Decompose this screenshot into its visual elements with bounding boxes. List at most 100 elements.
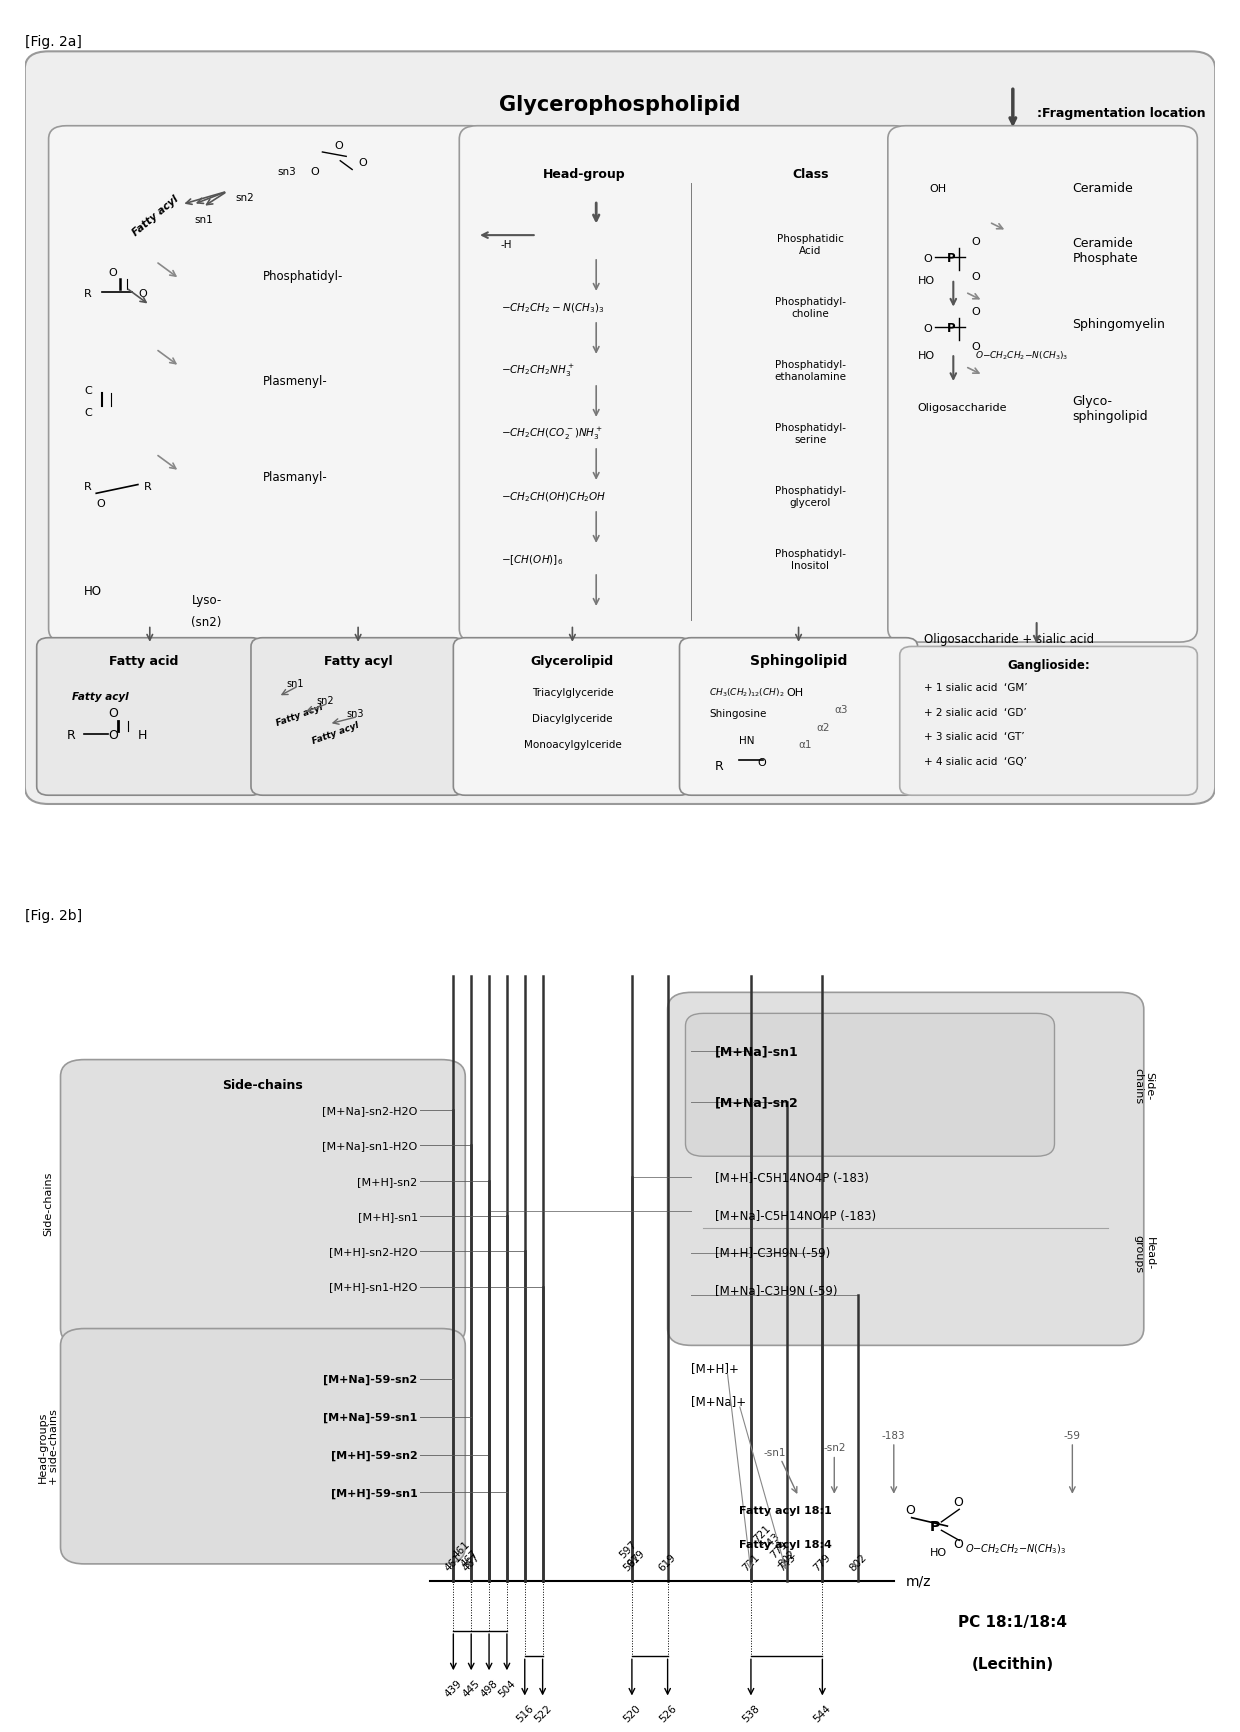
Text: 544: 544 [812,1703,833,1723]
Text: 467: 467 [460,1552,482,1573]
Text: Phosphatidyl-
ethanolamine: Phosphatidyl- ethanolamine [775,360,847,381]
Text: -H: -H [501,239,512,249]
Text: 461: 461 [443,1552,464,1573]
Text: Head-
groups: Head- groups [1133,1235,1154,1273]
Text: (sn2): (sn2) [191,615,222,629]
Text: Phosphatidyl-
Inositol: Phosphatidyl- Inositol [775,549,846,570]
Text: HO: HO [930,1548,946,1557]
Text: Side-
chains: Side- chains [1133,1067,1154,1103]
Text: HN: HN [739,736,754,745]
Text: Ceramide
Phosphate: Ceramide Phosphate [1073,237,1138,265]
Text: + 1 sialic acid  ‘GM’: + 1 sialic acid ‘GM’ [924,682,1027,693]
Text: O: O [971,341,980,352]
Text: $-CH_2CH(OH)CH_2OH$: $-CH_2CH(OH)CH_2OH$ [501,490,606,504]
Text: [M+H]-sn1-H2O: [M+H]-sn1-H2O [330,1282,418,1292]
Text: Fatty acyl 18:4: Fatty acyl 18:4 [739,1540,832,1548]
Text: R: R [715,760,724,772]
Text: 619: 619 [657,1552,678,1573]
Text: R: R [67,729,76,741]
Text: α1: α1 [799,740,812,750]
Text: [M+H]-C3H9N (-59): [M+H]-C3H9N (-59) [715,1247,831,1259]
FancyBboxPatch shape [37,639,263,795]
Text: 743: 743 [776,1552,797,1573]
Text: O: O [971,307,980,317]
Text: $O{-}CH_2CH_2{-}N(CH_3)_3$: $O{-}CH_2CH_2{-}N(CH_3)_3$ [965,1541,1066,1555]
Text: O: O [108,707,118,721]
Text: 439: 439 [443,1677,464,1699]
Text: $-CH_2CH_2NH_3^+$: $-CH_2CH_2NH_3^+$ [501,362,574,379]
Text: α2: α2 [816,722,830,733]
Text: + 2 sialic acid  ‘GD’: + 2 sialic acid ‘GD’ [924,707,1027,717]
Text: Side-chains: Side-chains [222,1079,304,1091]
Text: H: H [138,729,148,741]
Text: 520: 520 [621,1703,642,1723]
Text: Oligosaccharide: Oligosaccharide [918,404,1007,412]
FancyBboxPatch shape [900,648,1198,795]
Text: O: O [97,499,105,509]
Text: Fatty acyl: Fatty acyl [72,691,129,701]
Text: Fatty acid: Fatty acid [109,655,179,667]
Text: [M+H]-sn2-H2O: [M+H]-sn2-H2O [329,1247,418,1256]
Text: sn1: sn1 [286,679,304,688]
Text: 516: 516 [515,1703,536,1723]
FancyBboxPatch shape [61,1328,465,1564]
Text: 802: 802 [848,1552,868,1573]
Text: O: O [924,324,932,334]
Text: Diacylglyceride: Diacylglyceride [532,714,613,724]
Text: Head-group: Head-group [543,168,626,182]
Text: Sphingolipid: Sphingolipid [750,653,847,667]
Text: sn1: sn1 [193,215,213,225]
Text: Plasmenyl-: Plasmenyl- [263,374,327,388]
Text: [M+Na]-sn1-H2O: [M+Na]-sn1-H2O [322,1141,418,1150]
Text: $-CH_2CH_2-N(CH_3)_3$: $-CH_2CH_2-N(CH_3)_3$ [501,301,604,315]
Text: -sn1: -sn1 [764,1446,786,1457]
Text: [M+H]-sn1: [M+H]-sn1 [357,1211,418,1221]
FancyBboxPatch shape [667,992,1143,1346]
Text: P: P [947,253,956,265]
FancyBboxPatch shape [686,1013,1054,1157]
Text: Phosphatidyl-: Phosphatidyl- [263,270,343,282]
Text: -59: -59 [1064,1431,1081,1439]
Text: Oligosaccharide + sialic acid: Oligosaccharide + sialic acid [924,632,1094,646]
Text: [M+Na]-C3H9N (-59): [M+Na]-C3H9N (-59) [715,1285,838,1297]
Text: O: O [924,255,932,265]
Text: [M+Na]+: [M+Na]+ [692,1394,746,1408]
Text: 445: 445 [460,1677,482,1699]
Text: O: O [108,267,117,277]
Text: Monoacylgylceride: Monoacylgylceride [523,740,621,750]
Text: O: O [335,140,343,151]
Text: Fatty acyl 18:1: Fatty acyl 18:1 [739,1505,832,1516]
Text: Class: Class [792,168,828,182]
Text: Ganglioside:: Ganglioside: [1007,658,1090,672]
Text: [M+Na]-sn2-H2O: [M+Na]-sn2-H2O [322,1105,418,1115]
Text: OH: OH [786,688,804,698]
Text: Shingosine: Shingosine [709,708,766,719]
Text: C: C [84,407,92,417]
Text: -sn2: -sn2 [823,1443,846,1453]
Text: Fatty acyl: Fatty acyl [324,655,392,667]
Text: 721
743
779
802: 721 743 779 802 [751,1522,797,1567]
Text: C: C [84,386,92,395]
Text: Fatty acyl: Fatty acyl [131,194,181,237]
Text: P: P [930,1519,940,1533]
Text: sn2: sn2 [316,696,334,707]
Text: [M+H]-C5H14NO4P (-183): [M+H]-C5H14NO4P (-183) [715,1171,869,1185]
Text: α3: α3 [835,705,848,715]
Text: O: O [310,166,319,177]
Text: sn3: sn3 [278,166,296,177]
Text: Glycerophospholipid: Glycerophospholipid [500,95,740,114]
Text: O: O [971,237,980,246]
Text: HO: HO [918,350,935,360]
Text: [M+H]-59-sn1: [M+H]-59-sn1 [331,1488,418,1498]
Text: 498: 498 [479,1677,500,1699]
Text: [M+Na]-59-sn2: [M+Na]-59-sn2 [324,1373,418,1384]
Text: sn3: sn3 [346,708,363,719]
Text: Phosphatidyl-
choline: Phosphatidyl- choline [775,296,846,319]
Text: [M+H]-59-sn2: [M+H]-59-sn2 [331,1450,418,1460]
Text: + 3 sialic acid  ‘GT’: + 3 sialic acid ‘GT’ [924,733,1024,741]
Text: Fatty acyl: Fatty acyl [275,703,324,727]
Text: [M+H]+: [M+H]+ [692,1361,739,1373]
Text: [M+H]-sn2: [M+H]-sn2 [357,1176,418,1186]
FancyBboxPatch shape [454,639,692,795]
Text: O: O [358,158,367,168]
